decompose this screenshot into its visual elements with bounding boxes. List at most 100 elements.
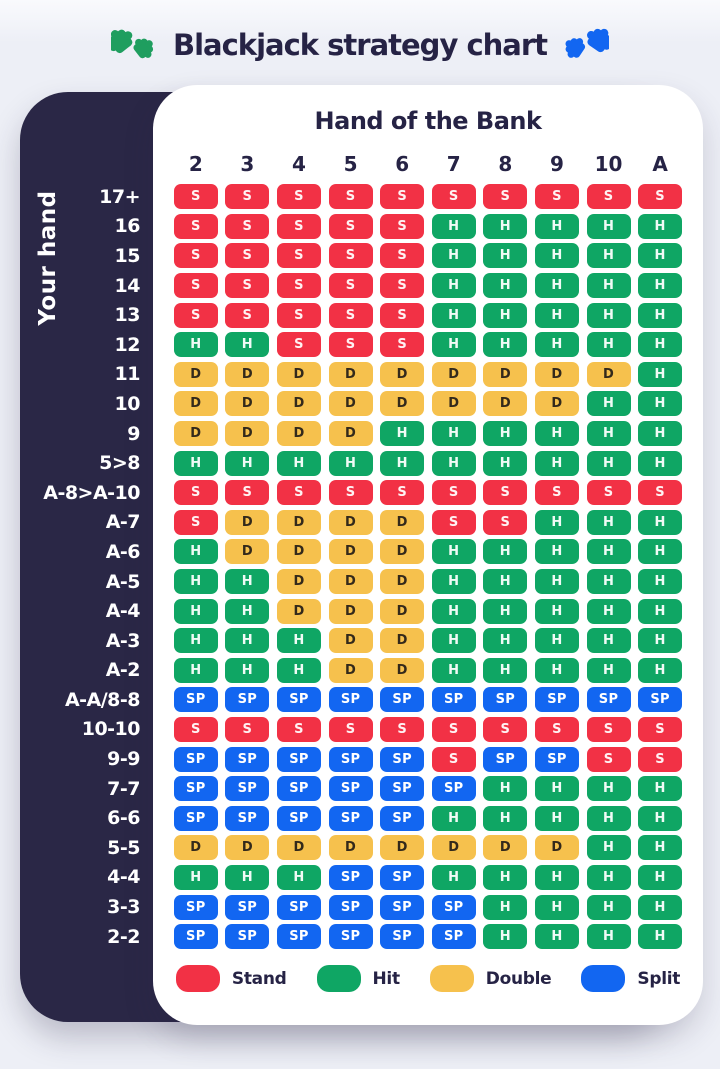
action-pill: H xyxy=(638,213,683,239)
strategy-cell-A-2-4: H xyxy=(273,656,325,686)
strategy-cell-6-6-2: SP xyxy=(170,803,222,833)
action-pill: H xyxy=(586,657,631,683)
legend-item-double: Double xyxy=(429,965,552,992)
strategy-cell-17+-10: S xyxy=(583,182,635,212)
strategy-cell-7-7-3: SP xyxy=(222,774,274,804)
row-label-9: 9 xyxy=(127,422,140,445)
strategy-cell-15-4: S xyxy=(273,241,325,271)
action-pill: SP xyxy=(380,746,425,772)
row-label-4-4: 4-4 xyxy=(107,866,140,889)
action-pill: S xyxy=(328,184,373,210)
action-pill: SP xyxy=(225,805,270,831)
strategy-cell-17+-5: S xyxy=(325,182,377,212)
action-pill: H xyxy=(328,450,373,476)
action-pill: D xyxy=(328,391,373,417)
strategy-cell-A-8>A-10-7: S xyxy=(428,478,480,508)
strategy-cell-3-3-9: H xyxy=(531,892,583,922)
action-pill: H xyxy=(173,598,218,624)
strategy-cell-A-5-6: D xyxy=(376,567,428,597)
strategy-cell-A-7-9: H xyxy=(531,508,583,538)
action-pill: SP xyxy=(483,687,528,713)
strategy-cell-6-6-5: SP xyxy=(325,803,377,833)
strategy-cell-10-4: D xyxy=(273,389,325,419)
strategy-cell-14-8: H xyxy=(480,271,532,301)
action-pill: H xyxy=(534,628,579,654)
action-pill: S xyxy=(431,184,476,210)
row-label-A-6: A-6 xyxy=(105,540,141,563)
strategy-cell-10-7: D xyxy=(428,389,480,419)
action-pill: D xyxy=(431,391,476,417)
action-pill: H xyxy=(225,628,270,654)
strategy-cell-A-2-2: H xyxy=(170,656,222,686)
action-pill: S xyxy=(225,716,270,742)
action-pill: H xyxy=(276,864,321,890)
action-pill: H xyxy=(534,421,579,447)
strategy-cell-9-9-4: SP xyxy=(273,744,325,774)
action-pill: S xyxy=(586,746,631,772)
strategy-cell-11-10: D xyxy=(583,360,635,390)
legend: Stand Hit Double Split xyxy=(153,965,703,992)
column-header-5: 5 xyxy=(343,152,358,176)
action-pill: S xyxy=(225,302,270,328)
strategy-cell-A-5-10: H xyxy=(583,567,635,597)
action-pill: H xyxy=(534,776,579,802)
strategy-cell-6-6-9: H xyxy=(531,803,583,833)
legend-item-split: Split xyxy=(581,965,680,992)
strategy-cell-6-6-8: H xyxy=(480,803,532,833)
action-pill: S xyxy=(173,302,218,328)
column-header-8: 8 xyxy=(498,152,513,176)
strategy-cell-13-7: H xyxy=(428,300,480,330)
puzzle-icon-green xyxy=(110,29,154,59)
strategy-cell-A-2-5: D xyxy=(325,656,377,686)
strategy-cell-17+-6: S xyxy=(376,182,428,212)
strategy-cell-13-8: H xyxy=(480,300,532,330)
strategy-cell-15-A: H xyxy=(634,241,686,271)
action-pill: SP xyxy=(586,687,631,713)
strategy-cell-A-5-A: H xyxy=(634,567,686,597)
action-pill: D xyxy=(328,539,373,565)
action-pill: SP xyxy=(534,746,579,772)
action-pill: H xyxy=(380,450,425,476)
action-pill: S xyxy=(380,716,425,742)
action-pill: H xyxy=(225,332,270,358)
action-pill: D xyxy=(225,539,270,565)
strategy-cell-A-6-7: H xyxy=(428,537,480,567)
action-pill: H xyxy=(534,539,579,565)
action-pill: D xyxy=(380,361,425,387)
strategy-cell-10-10-6: S xyxy=(376,715,428,745)
strategy-cell-2-2-9: H xyxy=(531,922,583,952)
action-pill: H xyxy=(534,569,579,595)
action-pill: S xyxy=(173,480,218,506)
action-pill: SP xyxy=(276,746,321,772)
action-pill: SP xyxy=(225,776,270,802)
strategy-cell-A-8>A-10-4: S xyxy=(273,478,325,508)
strategy-cell-11-6: D xyxy=(376,360,428,390)
strategy-cell-11-3: D xyxy=(222,360,274,390)
strategy-cell-7-7-A: H xyxy=(634,774,686,804)
action-pill: H xyxy=(586,332,631,358)
action-pill: SP xyxy=(225,746,270,772)
strategy-cell-A-8>A-10-8: S xyxy=(480,478,532,508)
action-pill: H xyxy=(173,864,218,890)
strategy-cell-14-4: S xyxy=(273,271,325,301)
action-pill: H xyxy=(483,213,528,239)
strategy-cell-A-8>A-10-2: S xyxy=(170,478,222,508)
strategy-cell-A-2-10: H xyxy=(583,656,635,686)
action-pill: H xyxy=(586,776,631,802)
strategy-cell-10-10-5: S xyxy=(325,715,377,745)
action-pill: H xyxy=(431,569,476,595)
strategy-cell-A-6-A: H xyxy=(634,537,686,567)
legend-label: Double xyxy=(485,968,552,989)
action-pill: D xyxy=(328,361,373,387)
strategy-cell-7-7-10: H xyxy=(583,774,635,804)
row-label-16: 16 xyxy=(114,215,141,238)
strategy-cell-10-10-3: S xyxy=(222,715,274,745)
strategy-cell-A-A/8-8-9: SP xyxy=(531,685,583,715)
strategy-cell-A-7-4: D xyxy=(273,508,325,538)
action-pill: H xyxy=(225,657,270,683)
strategy-cell-17+-7: S xyxy=(428,182,480,212)
strategy-cell-11-9: D xyxy=(531,360,583,390)
action-pill: S xyxy=(328,716,373,742)
strategy-cell-A-6-8: H xyxy=(480,537,532,567)
strategy-cell-A-3-9: H xyxy=(531,626,583,656)
